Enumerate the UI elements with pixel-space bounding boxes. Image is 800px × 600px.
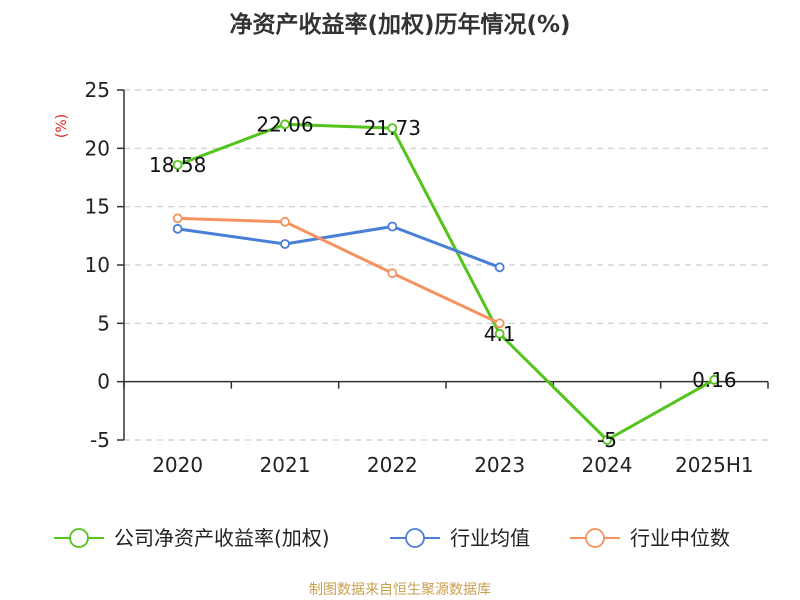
data-label: 0.16 [692,368,737,392]
source-note: 制图数据来自恒生聚源数据库 [309,582,491,598]
industry-median-line [177,216,501,325]
company-roe-line [177,122,716,442]
industry-median-point [494,318,505,329]
x-tick-label: 2023 [474,453,525,477]
industry-mean-line [177,225,501,269]
data-label: 18.58 [149,153,206,177]
industry-median-point [280,216,290,227]
y-tick-label: 10 [85,253,110,277]
y-tick-label: -5 [90,428,110,452]
y-tick-label: 20 [85,136,110,160]
company-roe-point [280,119,290,130]
y-tick-label: 15 [85,195,110,219]
legend-marker [585,528,605,548]
legend-label: 公司净资产收益率(加权) [114,526,330,550]
y-tick-label: 5 [97,311,110,335]
industry-mean-point [387,221,398,232]
industry-mean-point [280,239,290,249]
industry-mean-point [172,223,183,234]
legend-item-industry-mean[interactable]: 行业均值 [390,526,530,550]
x-tick-label: 2024 [582,453,633,477]
x-axis: 2020 2021 2022 2023 2024 2025H1 [123,380,769,477]
industry-median-point [172,213,183,224]
x-tick-label: 2022 [367,453,418,477]
company-roe-point [387,123,398,134]
y-axis-unit-label: (%) [54,114,70,138]
data-label: 22.06 [256,112,313,136]
company-roe-point [172,159,183,170]
company-roe-point [494,328,505,339]
data-labels: 18.58 22.06 21.73 4.1 -5 0.16 [149,112,737,452]
legend-item-company-roe[interactable]: 公司净资产收益率(加权) [54,526,330,550]
legend-label: 行业中位数 [630,526,730,550]
y-tick-label: 0 [97,370,110,394]
data-label: 4.1 [484,322,516,346]
company-roe-point [709,374,720,385]
legend-item-industry-median[interactable]: 行业中位数 [570,526,730,550]
industry-mean-point [494,262,505,273]
data-label: -5 [597,428,617,452]
legend[interactable]: 公司净资产收益率(加权) 行业均值 行业中位数 [54,526,730,550]
data-label: 21.73 [364,116,421,140]
legend-label: 行业均值 [450,526,530,550]
industry-median-point [387,268,398,279]
x-tick-label: 2025H1 [675,453,754,477]
x-tick-label: 2021 [260,453,311,477]
chart-title: 净资产收益率(加权)历年情况(%) [229,11,570,38]
y-axis: -5 0 5 10 15 20 25 [85,78,125,452]
legend-marker [69,528,89,548]
x-tick-label: 2020 [152,453,203,477]
company-roe-point [602,435,612,445]
y-tick-label: 25 [85,78,110,102]
grid-lines [124,89,768,441]
legend-marker [405,528,425,548]
series-lines [172,119,720,445]
